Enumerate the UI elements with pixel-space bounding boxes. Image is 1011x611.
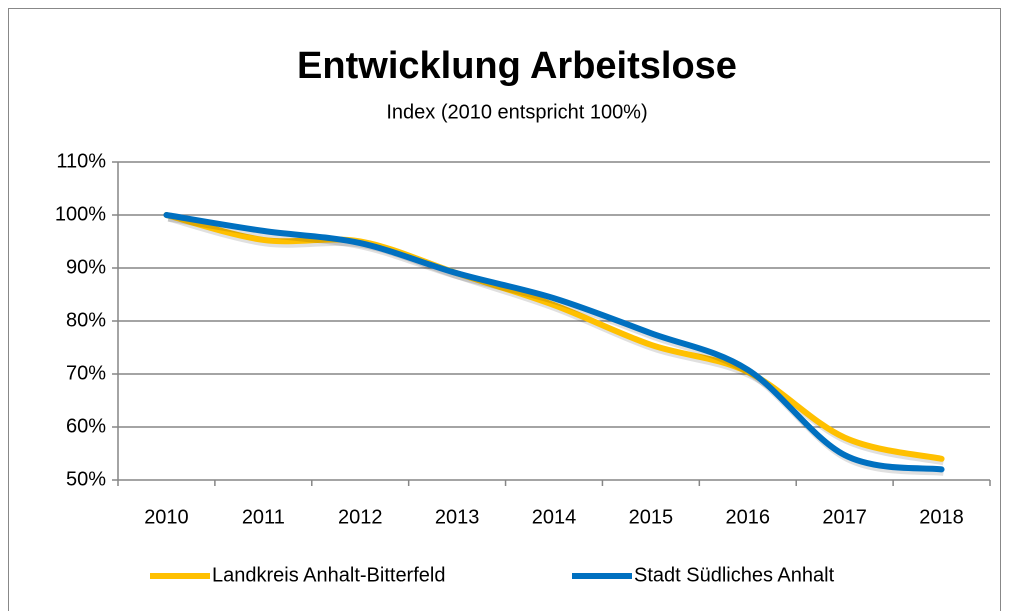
chart-title: Entwicklung Arbeitslose — [297, 45, 737, 87]
x-tick-label: 2014 — [532, 506, 577, 528]
series-line — [163, 212, 945, 462]
x-tick-label: 2011 — [242, 506, 285, 528]
x-tick-label: 2018 — [919, 506, 964, 528]
legend-label: Landkreis Anhalt-Bitterfeld — [212, 564, 445, 586]
y-tick-label: 50% — [66, 468, 106, 490]
chart-subtitle: Index (2010 entspricht 100%) — [386, 101, 647, 123]
y-tick-label: 60% — [66, 415, 106, 437]
series-line — [163, 212, 945, 473]
legend-label: Stadt Südliches Anhalt — [634, 564, 835, 586]
x-tick-label: 2016 — [726, 506, 771, 528]
y-tick-label: 110% — [56, 150, 106, 172]
x-tick-label: 2012 — [338, 506, 383, 528]
x-tick-label: 2010 — [144, 506, 189, 528]
chart-border — [8, 8, 1001, 611]
y-tick-label: 100% — [55, 203, 106, 225]
x-tick-label: 2015 — [629, 506, 674, 528]
x-tick-label: 2017 — [822, 506, 867, 528]
y-tick-label: 70% — [66, 362, 106, 384]
x-tick-label: 2013 — [435, 506, 480, 528]
y-tick-label: 80% — [66, 309, 106, 331]
y-tick-label: 90% — [66, 256, 106, 278]
